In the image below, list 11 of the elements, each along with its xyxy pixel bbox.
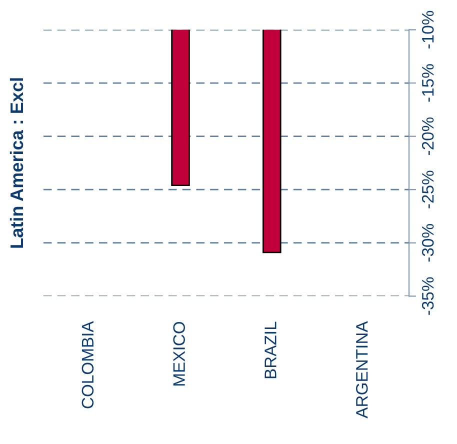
x-tick-label: COLOMBIA bbox=[82, 321, 94, 408]
x-tick-label: ARGENTINA bbox=[356, 321, 368, 418]
x-tick-label: BRAZIL bbox=[264, 322, 276, 378]
y-tick-label: -25% bbox=[422, 170, 434, 208]
x-tick-label: MEXICO bbox=[173, 322, 185, 386]
y-tick-label: -30% bbox=[422, 224, 434, 262]
y-tick-label: -35% bbox=[422, 277, 434, 315]
y-tick-label: -20% bbox=[422, 117, 434, 156]
text: Latin America : Excl bbox=[10, 78, 24, 248]
y-tick-label: -15% bbox=[422, 64, 434, 102]
y-tick-label: -10% bbox=[422, 10, 434, 48]
